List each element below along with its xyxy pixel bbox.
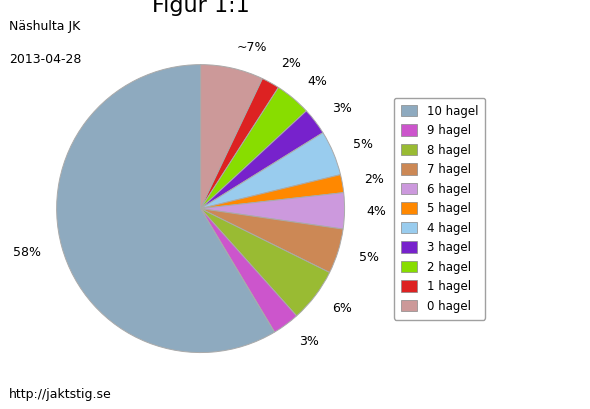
Wedge shape	[201, 88, 306, 209]
Text: 4%: 4%	[366, 205, 386, 218]
Title: Figur 1:1: Figur 1:1	[152, 0, 250, 16]
Wedge shape	[201, 65, 263, 209]
Wedge shape	[201, 175, 344, 209]
Wedge shape	[201, 133, 340, 209]
Text: 3%: 3%	[332, 102, 352, 115]
Text: Näshulta JK: Näshulta JK	[9, 20, 80, 34]
Text: 2%: 2%	[363, 173, 384, 187]
Wedge shape	[201, 209, 330, 316]
Wedge shape	[201, 79, 278, 209]
Legend: 10 hagel, 9 hagel, 8 hagel, 7 hagel, 6 hagel, 5 hagel, 4 hagel, 3 hagel, 2 hagel: 10 hagel, 9 hagel, 8 hagel, 7 hagel, 6 h…	[394, 97, 486, 320]
Wedge shape	[201, 209, 343, 272]
Text: http://jaktstig.se: http://jaktstig.se	[9, 388, 112, 401]
Text: ~7%: ~7%	[237, 40, 268, 54]
Wedge shape	[201, 193, 345, 229]
Text: 2%: 2%	[281, 57, 301, 70]
Wedge shape	[201, 209, 297, 332]
Wedge shape	[57, 65, 274, 353]
Text: 58%: 58%	[13, 246, 41, 259]
Text: 5%: 5%	[359, 251, 379, 264]
Text: 3%: 3%	[299, 335, 319, 348]
Text: 4%: 4%	[307, 75, 327, 88]
Wedge shape	[201, 111, 323, 209]
Text: 6%: 6%	[332, 302, 352, 315]
Text: 2013-04-28: 2013-04-28	[9, 53, 81, 66]
Text: 5%: 5%	[353, 138, 373, 151]
